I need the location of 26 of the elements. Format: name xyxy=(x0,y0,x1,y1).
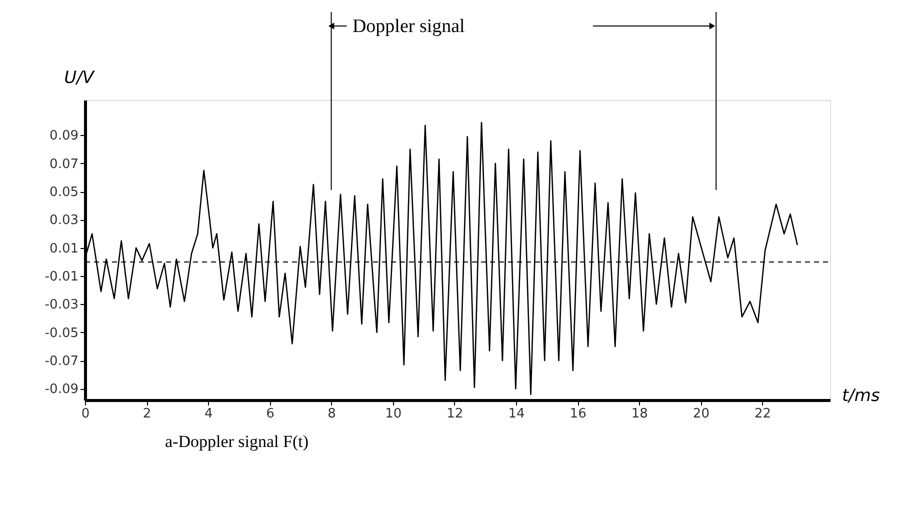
x-tick-label: 0 xyxy=(81,406,90,422)
x-tick-label: 20 xyxy=(692,406,710,422)
text: Doppler signal xyxy=(352,16,465,37)
x-tick-label: 4 xyxy=(204,406,213,422)
y-tick-label: -0.09 xyxy=(44,382,78,398)
x-tick-label: 6 xyxy=(266,406,274,422)
y-tick-label: 0.09 xyxy=(50,128,78,144)
x-tick-label: 8 xyxy=(328,406,336,422)
y-axis-title: U/V xyxy=(64,68,96,88)
x-tick-label: 2 xyxy=(142,406,152,422)
x-tick-label: 18 xyxy=(631,406,648,422)
text: a-Doppler signal F(t) xyxy=(165,432,309,451)
x-axis-title: t/ms xyxy=(842,386,880,406)
y-tick-label: -0.01 xyxy=(44,270,78,285)
y-tick-label: 0.03 xyxy=(50,213,78,228)
x-tick-label: 12 xyxy=(446,406,464,422)
y-tick-label: 0.07 xyxy=(50,156,78,172)
y-tick-label: -0.07 xyxy=(44,354,78,370)
y-tick-label: 0.05 xyxy=(50,185,78,200)
x-tick-label: 14 xyxy=(508,406,525,422)
y-tick-label: 0.01 xyxy=(50,241,78,256)
x-tick-label: 22 xyxy=(754,406,772,422)
x-tick-label: 16 xyxy=(570,406,586,422)
y-tick-label: -0.03 xyxy=(44,298,78,313)
x-tick-label: 10 xyxy=(385,406,402,422)
y-tick-label: -0.05 xyxy=(44,326,78,341)
